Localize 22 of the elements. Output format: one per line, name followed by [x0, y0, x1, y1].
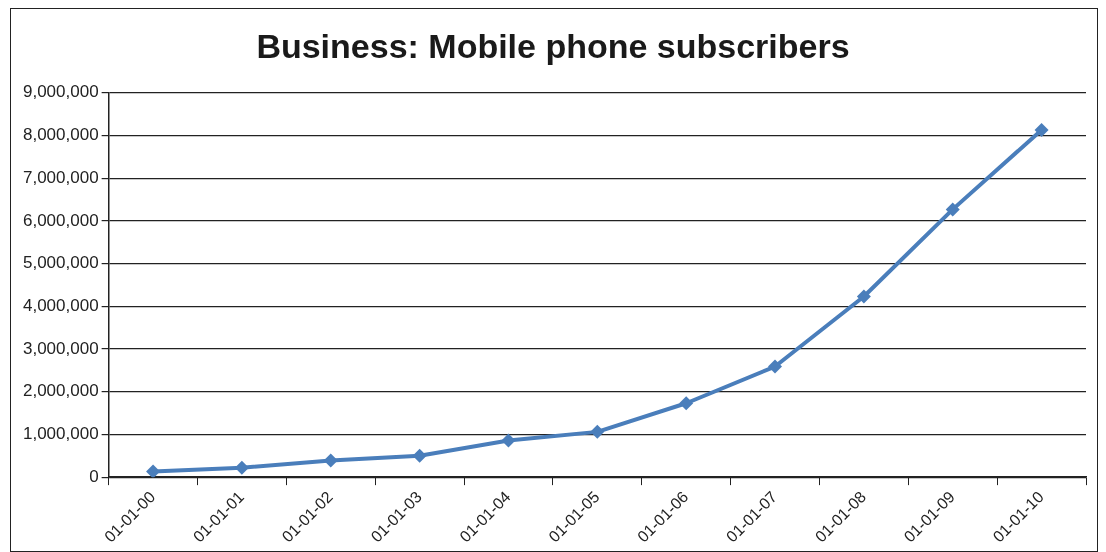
y-tick-label: 8,000,000 [22, 125, 99, 145]
point [856, 289, 871, 304]
chart-title: Business: Mobile phone subscribers [256, 26, 850, 65]
y-tick-label: 4,000,000 [22, 296, 99, 316]
y-tick-label: 9,000,000 [22, 82, 99, 102]
y-tick-label: 6,000,000 [22, 210, 99, 230]
point [1034, 122, 1049, 137]
y-tick-label: 1,000,000 [22, 424, 99, 444]
point [146, 464, 161, 478]
y-tick-label: 7,000,000 [22, 167, 99, 187]
point [945, 202, 960, 217]
y-tick-label: 0 [89, 466, 99, 486]
point [412, 448, 427, 463]
point [501, 433, 516, 448]
y-tick-label: 5,000,000 [22, 253, 99, 273]
point [323, 453, 338, 468]
point [679, 396, 694, 411]
point [590, 424, 605, 439]
y-tick-label: 3,000,000 [22, 338, 99, 358]
point [768, 359, 783, 374]
point [234, 460, 249, 475]
y-tick-label: 2,000,000 [22, 381, 99, 401]
